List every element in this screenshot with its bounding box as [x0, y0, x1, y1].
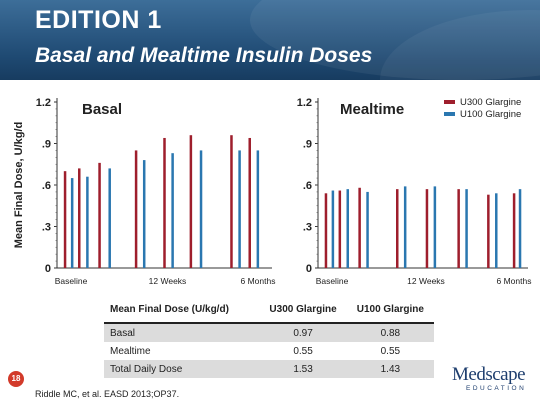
bar [171, 153, 174, 268]
logo-wordmark: Medscape [452, 364, 526, 385]
bar [108, 168, 111, 268]
bar [331, 190, 335, 268]
cell-u300: 1.53 [259, 360, 347, 378]
y-axis-label: Mean Final Dose, U/kg/d [13, 122, 25, 249]
bar [518, 189, 522, 268]
y-tick-label: .6 [303, 180, 312, 192]
bar [433, 186, 437, 268]
bar [324, 193, 328, 268]
cell-u100: 0.55 [380, 345, 401, 357]
bar [238, 150, 241, 268]
bar [366, 191, 369, 268]
dose-table: Mean Final Dose (U/kg/d) U300 Glargine U… [104, 300, 434, 378]
bar [248, 137, 251, 268]
cell-u300: 0.55 [293, 345, 313, 357]
bar [495, 193, 498, 268]
y-tick-label: .9 [303, 139, 312, 151]
y-tick-label: .6 [42, 180, 51, 192]
table-header-u100: U100 Glargine [346, 300, 434, 324]
table-header-measure: Mean Final Dose (U/kg/d) [104, 300, 260, 324]
table-header-u300: U300 Glargine [259, 300, 347, 324]
bar [512, 193, 516, 268]
x-tick-label: Baseline [55, 276, 88, 286]
legend-swatch [444, 112, 455, 116]
citation: Riddle MC, et al. EASD 2013;OP37. [35, 389, 180, 399]
bar [163, 137, 166, 268]
bar [465, 189, 468, 268]
panel-title: Mealtime [340, 101, 404, 118]
medscape-logo: Medscape EDUCATION [452, 364, 532, 396]
slide-subtitle: Basal and Mealtime Insulin Doses [35, 44, 373, 67]
table-row: Basal 0.97 0.88 [104, 323, 434, 342]
bar [142, 160, 146, 268]
bar [199, 150, 203, 268]
bar [189, 135, 193, 268]
y-tick-label: 0 [45, 263, 51, 275]
bar [396, 189, 399, 268]
y-tick-label: .3 [42, 222, 51, 234]
title-banner: EDITION 1 Basal and Mealtime Insulin Dos… [0, 0, 540, 80]
bar [457, 189, 460, 268]
legend-swatch [444, 100, 455, 104]
x-tick-label: Baseline [316, 276, 349, 286]
y-tick-label: .9 [42, 139, 51, 151]
x-tick-label: 12 Weeks [407, 276, 445, 286]
row-label: Total Daily Dose [104, 360, 260, 378]
bar [346, 189, 349, 268]
cell-u100: 1.43 [346, 360, 434, 378]
bar [70, 178, 74, 268]
panel-title: Basal [82, 101, 122, 118]
bar [98, 162, 101, 268]
cell-u100: 0.88 [346, 323, 434, 342]
y-tick-label: 1.2 [36, 97, 51, 109]
cell-u300: 0.97 [259, 323, 347, 342]
table-row: Mealtime 0.55 0.55 [104, 342, 434, 360]
bar [63, 171, 67, 268]
y-tick-label: 1.2 [297, 97, 312, 109]
table-row: Total Daily Dose 1.53 1.43 [104, 360, 434, 378]
y-tick-label: .3 [303, 222, 312, 234]
bar [256, 150, 260, 268]
x-tick-label: 6 Months [497, 276, 532, 286]
x-tick-label: 12 Weeks [149, 276, 187, 286]
y-tick-label: 0 [306, 263, 312, 275]
bar [78, 168, 81, 268]
bar [425, 189, 429, 268]
slide-number-badge: 18 [8, 371, 24, 387]
row-label: Mealtime [110, 345, 151, 357]
bar [338, 190, 342, 268]
logo-subtitle: EDUCATION [466, 385, 527, 392]
x-tick-label: 6 Months [241, 276, 276, 286]
legend-label: U300 Glargine [460, 97, 521, 108]
bar [487, 194, 490, 268]
bar [134, 150, 138, 268]
insulin-dose-charts: Mean Final Dose, U/kg/d 0 .3 .6 .9 1.2 Baselin… [13, 97, 532, 286]
bar [403, 186, 407, 268]
legend-label: U100 Glargine [460, 109, 521, 120]
bar [86, 176, 89, 268]
bar [230, 135, 233, 268]
bar [358, 187, 361, 268]
row-label: Basal [104, 323, 260, 342]
slide-title: EDITION 1 [35, 6, 162, 34]
